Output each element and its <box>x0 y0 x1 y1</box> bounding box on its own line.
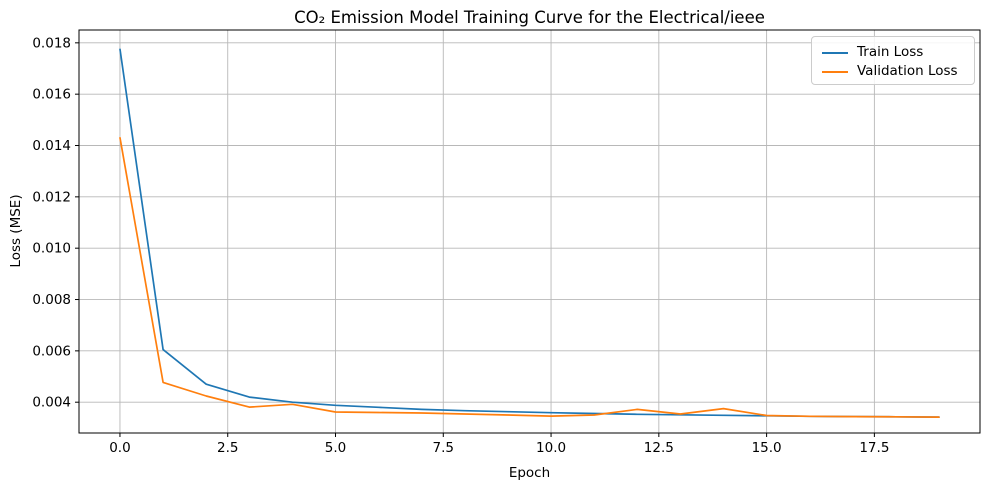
y-tick-label: 0.008 <box>32 292 71 308</box>
y-tick-label: 0.016 <box>32 87 71 103</box>
axes-spines <box>78 29 981 434</box>
y-axis-label: Loss (MSE) <box>8 194 24 268</box>
y-tick-label: 0.010 <box>32 241 71 257</box>
legend: Train Loss Validation Loss <box>811 36 975 85</box>
x-tick-label: 0.0 <box>109 440 130 456</box>
validation-loss-line <box>119 136 940 418</box>
validation-loss-line-sample <box>822 70 848 73</box>
y-tick-label: 0.004 <box>32 395 71 411</box>
y-tick-label: 0.014 <box>32 138 71 154</box>
x-tick-label: 12.5 <box>644 440 674 456</box>
chart-title: CO₂ Emission Model Training Curve for th… <box>294 8 765 27</box>
legend-item-validation-loss: Validation Loss <box>822 62 964 81</box>
y-tick-label: 0.012 <box>32 189 71 205</box>
train-loss-line <box>119 48 940 418</box>
x-tick-label: 15.0 <box>752 440 782 456</box>
x-tick-label: 5.0 <box>325 440 346 456</box>
x-tick-label: 10.0 <box>536 440 566 456</box>
x-tick-label: 17.5 <box>859 440 889 456</box>
legend-label-train-loss: Train Loss <box>857 44 924 60</box>
y-tick-label: 0.018 <box>32 35 71 51</box>
train-loss-line-sample <box>822 51 848 54</box>
legend-item-train-loss: Train Loss <box>822 43 964 62</box>
x-axis-label: Epoch <box>508 465 551 481</box>
legend-label-validation-loss: Validation Loss <box>857 63 958 79</box>
y-tick-label: 0.006 <box>32 343 71 359</box>
x-tick-label: 2.5 <box>217 440 238 456</box>
x-tick-label: 7.5 <box>433 440 454 456</box>
